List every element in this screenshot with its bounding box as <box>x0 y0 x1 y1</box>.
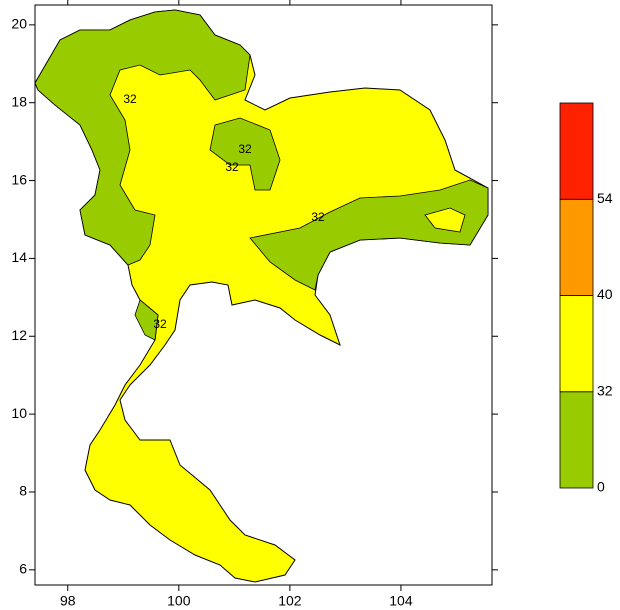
x-tick-label: 100 <box>167 593 191 609</box>
y-tick-label: 6 <box>19 561 27 577</box>
country-shape <box>34 9 489 583</box>
x-tick-label: 104 <box>389 593 413 609</box>
axes: 98 100 102 104 6 8 10 12 14 16 18 20 <box>11 0 498 609</box>
y-tick-label: 18 <box>11 93 27 109</box>
y-tick-label: 20 <box>11 16 27 32</box>
land-green-southwest <box>134 299 159 341</box>
colorbar-label: 54 <box>597 190 613 206</box>
land-yellow <box>34 9 489 583</box>
land-green-east <box>249 179 489 291</box>
contour-label: 32 <box>238 142 252 156</box>
y-tick-label: 14 <box>11 249 27 265</box>
colorbar-segment <box>559 391 594 489</box>
colorbar-label: 32 <box>597 382 613 398</box>
y-tick-label: 12 <box>11 327 27 343</box>
colorbar-segment <box>559 295 594 393</box>
y-tick-label: 16 <box>11 171 27 187</box>
land-green-center <box>209 117 281 191</box>
colorbar-segment <box>559 198 594 296</box>
y-tick-label: 8 <box>19 483 27 499</box>
contour-label: 32 <box>225 160 239 174</box>
colorbar-segment <box>559 102 594 200</box>
y-tick-label: 10 <box>11 405 27 421</box>
contour-label: 32 <box>153 317 167 331</box>
x-tick-label: 102 <box>278 593 302 609</box>
colorbar-label: 0 <box>597 479 605 495</box>
contour-label: 32 <box>123 92 137 106</box>
land-yellow-pocket <box>424 207 466 233</box>
x-tick-label: 98 <box>60 593 76 609</box>
contour-labels: 32 32 32 32 32 <box>123 92 325 331</box>
contour-label: 32 <box>311 210 325 224</box>
colorbar-label: 40 <box>597 286 613 302</box>
colorbar: 0 32 40 54 <box>559 102 613 495</box>
land-green-north <box>34 9 251 266</box>
